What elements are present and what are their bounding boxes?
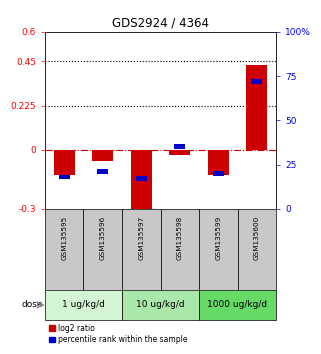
- Bar: [251, 79, 262, 84]
- Bar: [54, 150, 75, 176]
- Bar: [83, 209, 122, 290]
- Text: GSM135596: GSM135596: [100, 215, 106, 259]
- Bar: [122, 209, 160, 290]
- Title: GDS2924 / 4364: GDS2924 / 4364: [112, 16, 209, 29]
- Bar: [199, 209, 238, 290]
- Text: GSM135599: GSM135599: [215, 215, 221, 259]
- Bar: [169, 150, 190, 155]
- Bar: [131, 150, 152, 217]
- Bar: [246, 65, 267, 150]
- Bar: [199, 290, 276, 320]
- Legend: log2 ratio, percentile rank within the sample: log2 ratio, percentile rank within the s…: [49, 324, 187, 344]
- Text: GSM135598: GSM135598: [177, 215, 183, 259]
- Bar: [174, 144, 185, 149]
- Bar: [208, 150, 229, 176]
- Text: GSM135600: GSM135600: [254, 215, 260, 259]
- Text: 1 ug/kg/d: 1 ug/kg/d: [62, 301, 105, 309]
- Bar: [122, 290, 199, 320]
- Bar: [160, 209, 199, 290]
- Bar: [213, 171, 224, 176]
- Text: GSM135597: GSM135597: [138, 215, 144, 259]
- Text: 1000 ug/kg/d: 1000 ug/kg/d: [207, 301, 268, 309]
- Bar: [45, 290, 122, 320]
- Bar: [136, 176, 147, 181]
- Text: dose: dose: [22, 301, 43, 309]
- Bar: [92, 150, 113, 161]
- Bar: [97, 169, 108, 174]
- Bar: [45, 209, 83, 290]
- Text: 10 ug/kg/d: 10 ug/kg/d: [136, 301, 185, 309]
- Bar: [59, 175, 70, 179]
- Text: GSM135595: GSM135595: [61, 215, 67, 259]
- Bar: [238, 209, 276, 290]
